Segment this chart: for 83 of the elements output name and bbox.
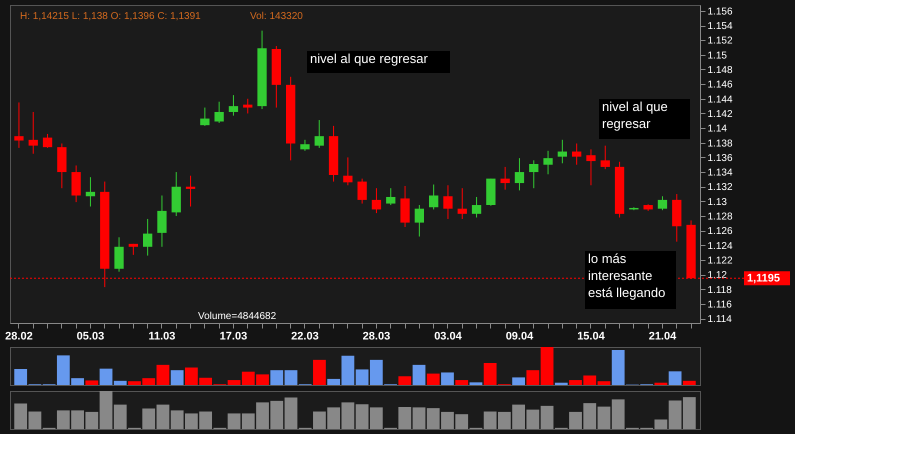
x-tick-label: 17.03 (220, 330, 248, 342)
y-tick-label: 1.116 (708, 299, 732, 310)
candlestick (142, 218, 152, 256)
annotation: Vol: 143320 (250, 11, 304, 22)
candlestick (214, 101, 224, 124)
candlestick (228, 94, 238, 116)
x-tick-label: 09.04 (506, 330, 534, 342)
y-tick-label: 1.15 (708, 50, 728, 62)
candlestick (200, 107, 210, 126)
bar (682, 380, 696, 385)
candlestick (28, 111, 38, 154)
bar (426, 374, 440, 385)
annotation: H: 1,14215 L: 1,138 O: 1,1396 C: 1,1391 (20, 11, 202, 22)
candlestick (300, 139, 310, 152)
y-tick-label: 1.132 (708, 182, 733, 194)
annotation: nivel al que regresar (602, 99, 668, 131)
x-tick-label: 21.04 (648, 330, 678, 342)
annotation: Volume=4844682 (198, 311, 277, 322)
candlestick (529, 160, 538, 189)
y-tick-label: 1.156 (708, 6, 733, 18)
x-tick-label: 05.03 (76, 330, 104, 342)
candlestick (514, 158, 524, 191)
candlestick (243, 98, 252, 114)
y-tick-label: 1.148 (708, 64, 733, 76)
y-tick-label: 1.13 (708, 196, 728, 208)
x-tick-label: 22.03 (291, 330, 319, 342)
x-tick-label: 28.03 (362, 330, 390, 342)
y-tick-label: 1.14 (708, 124, 728, 135)
candlestick (572, 142, 582, 166)
candlestick (186, 175, 196, 207)
candlestick (414, 204, 424, 238)
bar (668, 371, 682, 385)
y-tick-label: 1.152 (708, 36, 733, 47)
y-tick-label: 1.128 (708, 212, 733, 223)
candlestick (558, 139, 568, 164)
bar (470, 382, 482, 385)
candlestick (14, 102, 24, 148)
candlestick (600, 145, 610, 170)
candlestick (386, 188, 396, 206)
y-tick-label: 1.134 (708, 168, 733, 179)
y-tick-label: 1.124 (708, 240, 733, 252)
y-tick-label: 1.122 (708, 255, 733, 266)
candlestick (658, 196, 668, 211)
candlestick (343, 156, 352, 186)
candlestick (42, 133, 52, 148)
bar (412, 364, 426, 385)
y-tick-label: 1.144 (708, 94, 733, 106)
bar (313, 360, 326, 385)
y-tick-label: 1.154 (708, 21, 733, 32)
bar (455, 380, 468, 385)
candlestick (586, 148, 596, 186)
bar (85, 380, 98, 385)
candlestick (358, 178, 367, 204)
candlestick (443, 184, 453, 220)
x-tick-label: 15.04 (577, 330, 606, 342)
candlestick (71, 164, 81, 203)
y-tick-label: 1.136 (708, 152, 733, 164)
candlestick (429, 184, 438, 210)
x-tick-label: 11.03 (148, 330, 176, 342)
x-tick-label: 03.04 (434, 330, 463, 342)
candlestick (543, 150, 553, 175)
bar (170, 370, 184, 385)
bar (398, 376, 412, 385)
y-tick-label: 1.12 (708, 270, 728, 282)
candlestick (114, 236, 124, 272)
candlestick (372, 188, 382, 214)
y-tick-label: 1.146 (708, 80, 733, 91)
y-tick-label: 1.138 (708, 138, 733, 150)
x-tick-label: 28.02 (5, 330, 33, 342)
candlestick (472, 196, 482, 218)
candlestick (500, 166, 510, 190)
ref-line-label: 1,1195 (747, 272, 780, 284)
candlestick (314, 120, 324, 148)
candlestick (458, 188, 467, 220)
y-tick-label: 1.118 (708, 284, 732, 296)
y-tick-label: 1.114 (708, 314, 732, 326)
bar (441, 372, 454, 385)
candlestick (157, 195, 167, 248)
annotation: lo más interesante está llegando (588, 251, 666, 300)
y-tick-label: 1.126 (708, 226, 733, 238)
y-tick-label: 1.142 (708, 108, 733, 120)
bar (512, 377, 526, 385)
annotation: nivel al que regresar (310, 51, 428, 66)
